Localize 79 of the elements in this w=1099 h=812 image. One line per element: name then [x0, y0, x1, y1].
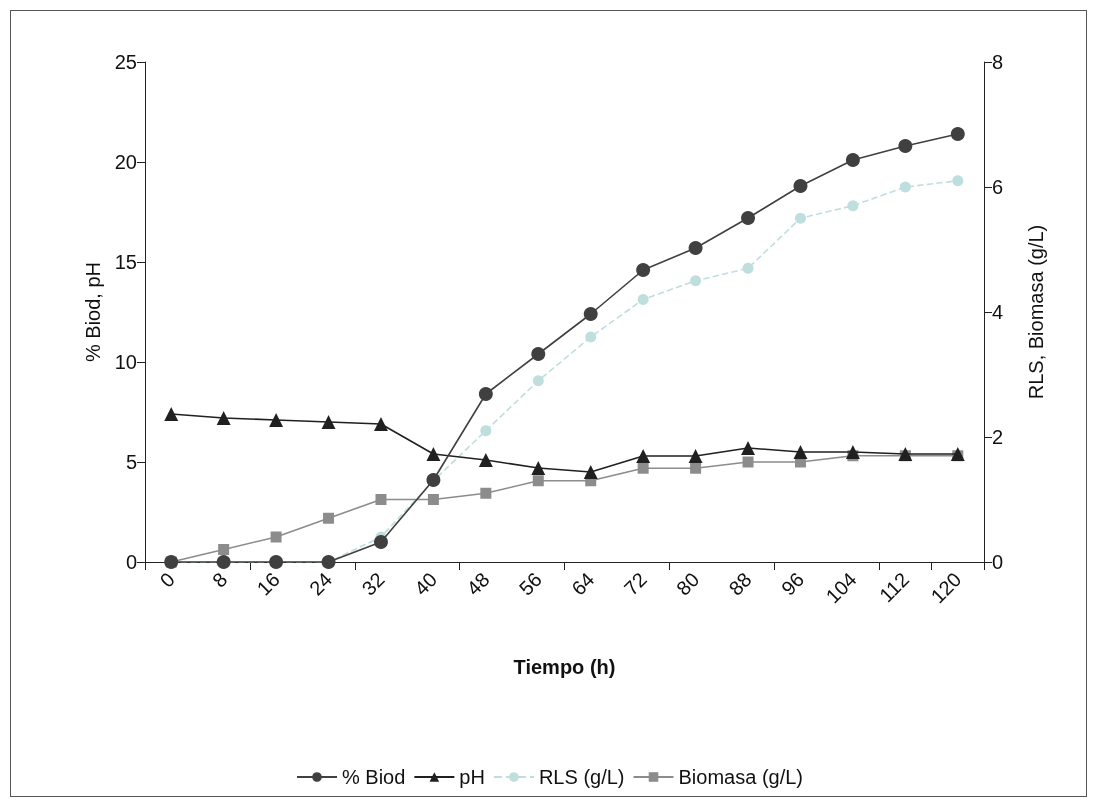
point	[847, 200, 859, 212]
x-tick-label: 32	[357, 568, 389, 600]
x-tick-label: 40	[409, 568, 442, 600]
y-tick-label: 10	[114, 351, 137, 373]
point	[742, 456, 754, 468]
x-tick-label: 64	[567, 568, 599, 600]
x-tick-label: 104	[821, 568, 861, 608]
point	[426, 447, 441, 461]
point	[793, 445, 808, 459]
point	[585, 331, 597, 343]
point	[898, 139, 913, 153]
y2-tick-label: 0	[992, 551, 1004, 573]
x-tick-label: 112	[875, 568, 914, 607]
point	[321, 415, 336, 429]
point	[636, 263, 651, 277]
y2-tick-label: 4	[992, 301, 1004, 323]
point	[637, 462, 649, 474]
point	[270, 531, 282, 543]
point	[164, 407, 179, 421]
x-tick-label: 72	[619, 568, 651, 600]
x-tick-label: 16	[252, 568, 284, 600]
point	[688, 449, 703, 463]
y-tick-label: 20	[114, 151, 137, 173]
x-tick-label: 8	[208, 568, 232, 592]
point	[741, 211, 756, 225]
x-tick-label: 24	[305, 568, 337, 600]
legend-label: % Biod	[341, 766, 406, 788]
point	[688, 241, 703, 255]
x-tick-label: 56	[514, 568, 547, 600]
x-tick-label: 88	[724, 568, 756, 600]
point	[375, 494, 387, 505]
point	[742, 262, 754, 274]
point	[690, 462, 702, 474]
x-tick-label: 0	[155, 568, 179, 592]
x-tick-label: 80	[672, 568, 704, 600]
y-tick-label: 0	[125, 551, 137, 573]
legend-label: Biomasa (g/L)	[678, 766, 804, 788]
point	[531, 461, 546, 475]
point	[636, 449, 651, 463]
y-tick-label: 25	[114, 51, 137, 73]
point	[532, 475, 544, 487]
point	[373, 535, 388, 549]
point	[690, 275, 702, 287]
point	[952, 175, 964, 187]
y-axis-title: % Biod, pH	[82, 261, 104, 363]
legend-label: pH	[459, 766, 485, 788]
point	[532, 375, 544, 387]
point	[793, 179, 808, 193]
point	[480, 425, 492, 437]
point	[216, 411, 231, 425]
y2-tick-label: 2	[992, 426, 1004, 448]
point	[899, 181, 911, 193]
point	[478, 387, 493, 401]
point	[218, 544, 230, 555]
y2-axis-title: RLS, Biomasa (g/L)	[1025, 224, 1047, 400]
point	[373, 417, 388, 431]
x-tick-label: 120	[926, 568, 966, 608]
point	[478, 453, 493, 467]
point	[323, 512, 335, 524]
point	[269, 413, 284, 427]
y-tick-label: 5	[125, 451, 137, 473]
point	[637, 294, 649, 305]
point	[741, 441, 756, 455]
point	[531, 347, 546, 361]
point	[583, 307, 598, 321]
point	[845, 445, 860, 459]
point	[794, 212, 806, 224]
x-tick-label: 96	[776, 568, 809, 600]
x-axis-title: Tiempo (h)	[513, 656, 616, 678]
point	[480, 487, 492, 499]
x-tick-label: 48	[462, 568, 494, 600]
point	[583, 465, 598, 479]
y2-tick-label: 8	[992, 51, 1004, 73]
point	[845, 153, 860, 167]
y-tick-label: 15	[114, 251, 137, 273]
legend-label: RLS (g/L)	[538, 766, 625, 788]
point	[950, 127, 965, 141]
point	[427, 494, 439, 505]
y2-tick-label: 6	[992, 176, 1004, 198]
